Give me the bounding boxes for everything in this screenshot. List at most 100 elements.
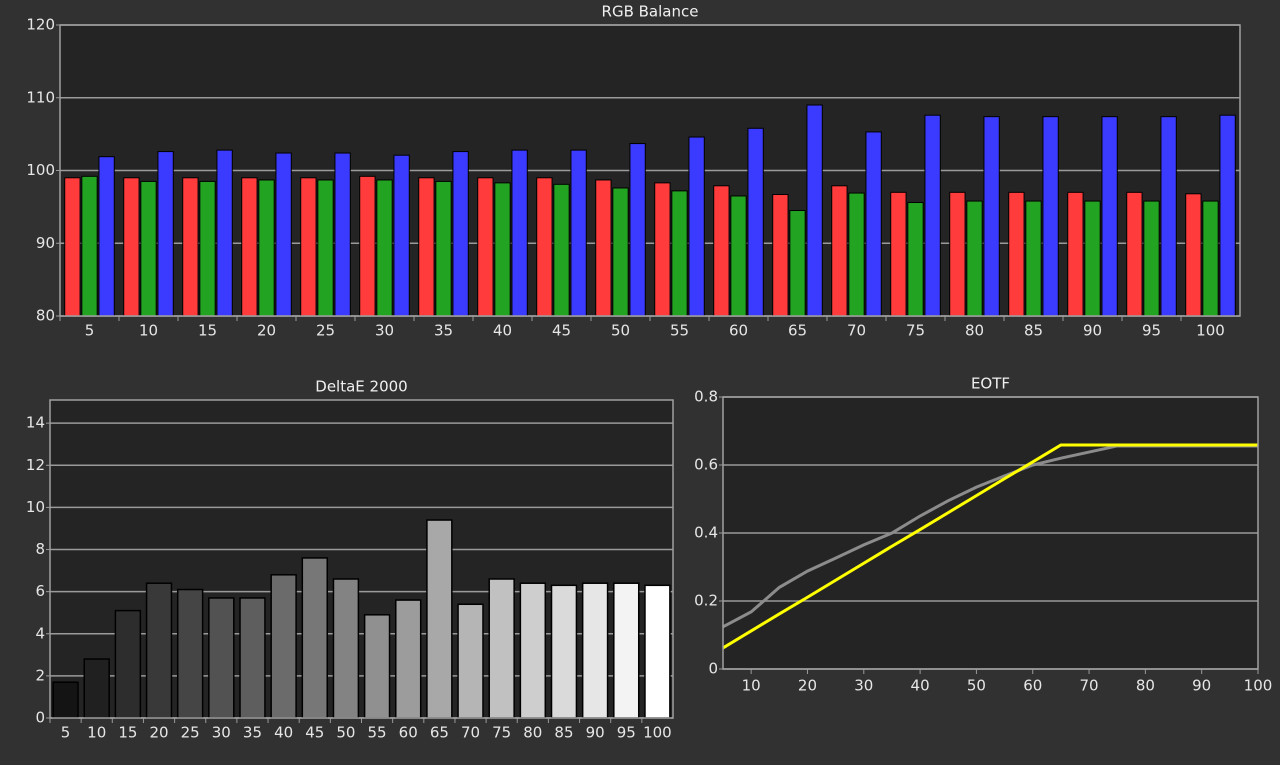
bar xyxy=(536,177,553,317)
chart: EOTF 0 0.2 0.4 0.6 0.8 10 20 30 40 50 60 70 80 90 100 xyxy=(694,375,1272,695)
bar xyxy=(239,597,266,719)
x-tick-label: 10 xyxy=(742,677,761,695)
x-tick-label: 15 xyxy=(198,322,217,340)
bar xyxy=(644,584,671,719)
x-tick-label: 50 xyxy=(967,677,986,695)
x-tick-label: 80 xyxy=(965,322,984,340)
bar xyxy=(199,180,216,317)
bar xyxy=(83,658,110,719)
bar xyxy=(1160,116,1177,317)
y-tick-label: 12 xyxy=(26,456,45,474)
x-tick-label: 75 xyxy=(492,724,511,742)
bar xyxy=(730,195,747,317)
y-tick-label: 80 xyxy=(36,307,55,325)
bar xyxy=(1067,191,1084,317)
x-tick-label: 25 xyxy=(316,322,335,340)
bar xyxy=(98,156,115,317)
y-tick-label: 8 xyxy=(35,540,45,558)
plot-frame xyxy=(49,399,674,719)
bar xyxy=(806,104,823,317)
bar xyxy=(1143,200,1160,317)
bar xyxy=(519,582,547,719)
y-tick-label: 4 xyxy=(35,624,45,642)
bar xyxy=(123,177,140,317)
chart: RGB Balance 80 90 100 110 120 5 10 15 20 25 30 35 40 4… xyxy=(26,3,1241,340)
x-tick-label: 95 xyxy=(617,724,636,742)
bar xyxy=(477,177,494,317)
bar xyxy=(157,151,174,317)
bar xyxy=(511,149,528,317)
plot-area xyxy=(50,400,673,718)
x-tick-label: 20 xyxy=(798,677,817,695)
bar xyxy=(865,131,882,317)
x-tick-label: 100 xyxy=(643,724,672,742)
bar xyxy=(848,192,865,317)
y-tick-label: 110 xyxy=(26,88,55,106)
x-tick-label: 65 xyxy=(788,322,807,340)
bar xyxy=(949,191,966,317)
x-tick-label: 100 xyxy=(1244,677,1273,695)
bar xyxy=(907,202,924,317)
bar xyxy=(983,116,1000,317)
bar xyxy=(570,149,587,317)
x-tick-label: 45 xyxy=(305,724,324,742)
x-tick-label: 65 xyxy=(430,724,449,742)
bar xyxy=(64,177,81,317)
bar xyxy=(301,557,328,719)
bar xyxy=(435,180,452,317)
x-tick-label: 100 xyxy=(1196,322,1225,340)
bar xyxy=(966,200,983,317)
bar xyxy=(317,179,334,317)
y-tick-label: 0 xyxy=(708,660,718,678)
x-tick-label: 85 xyxy=(554,724,573,742)
bar xyxy=(426,519,453,719)
bar xyxy=(553,183,570,317)
bar xyxy=(488,578,515,719)
y-tick-label: 10 xyxy=(26,498,45,516)
plot-frame xyxy=(722,396,1259,670)
bar xyxy=(208,597,235,719)
x-tick-label: 30 xyxy=(212,724,231,742)
bar xyxy=(145,582,173,719)
x-tick-label: 20 xyxy=(257,322,276,340)
x-tick-label: 60 xyxy=(399,724,418,742)
x-tick-label: 55 xyxy=(368,724,387,742)
bar xyxy=(140,180,157,317)
bar xyxy=(831,185,848,317)
y-tick-label: 0.2 xyxy=(694,592,718,610)
bar xyxy=(890,191,907,317)
bar xyxy=(494,182,511,317)
bar xyxy=(334,152,351,317)
x-tick-label: 95 xyxy=(1142,322,1161,340)
bar xyxy=(1042,116,1059,317)
line xyxy=(722,443,1258,650)
x-tick-label: 40 xyxy=(911,677,930,695)
x-tick-label: 70 xyxy=(1080,677,1099,695)
bar xyxy=(1219,114,1236,317)
x-tick-label: 35 xyxy=(434,322,453,340)
bar xyxy=(581,582,609,719)
chart-title: EOTF xyxy=(971,375,1010,393)
bar xyxy=(176,588,204,719)
bar xyxy=(671,190,688,317)
x-tick-label: 70 xyxy=(461,724,480,742)
bar xyxy=(332,578,360,719)
bar xyxy=(376,179,393,317)
x-tick-label: 25 xyxy=(181,724,200,742)
y-tick-label: 6 xyxy=(35,582,45,600)
bar xyxy=(713,185,730,317)
bar xyxy=(359,175,376,317)
bar xyxy=(216,149,233,317)
x-tick-label: 90 xyxy=(1192,677,1211,695)
x-tick-label: 30 xyxy=(375,322,394,340)
x-tick-label: 45 xyxy=(552,322,571,340)
bar xyxy=(1025,200,1042,317)
bar xyxy=(258,179,275,317)
bar xyxy=(612,187,629,317)
x-tick-label: 35 xyxy=(243,724,262,742)
y-tick-label: 14 xyxy=(26,414,45,432)
bar xyxy=(789,210,806,317)
y-tick-label: 0.4 xyxy=(694,524,718,542)
x-tick-label: 80 xyxy=(1136,677,1155,695)
